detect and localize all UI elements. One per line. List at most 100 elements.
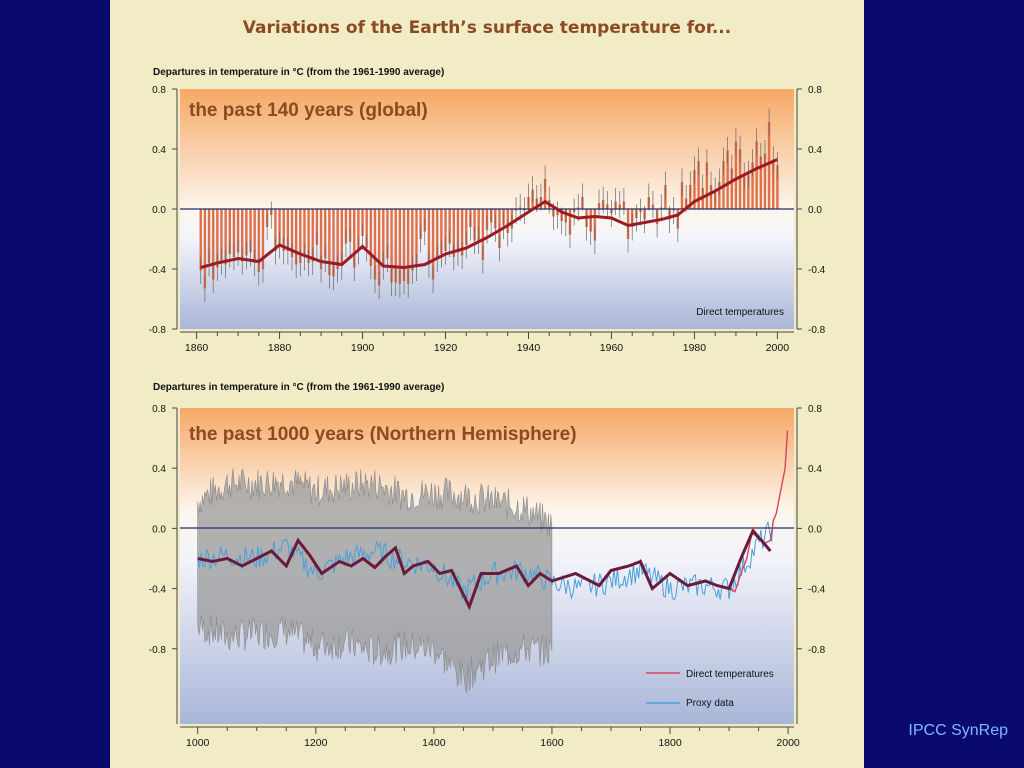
bar xyxy=(460,209,464,256)
bar xyxy=(348,209,352,242)
bar xyxy=(411,209,414,271)
x-tick-label: 1860 xyxy=(185,342,209,354)
bar xyxy=(767,122,771,209)
bar xyxy=(452,209,456,257)
y-tick-label: -0.8 xyxy=(149,325,167,336)
chart2-ylabel: Departures in temperature in °C (from th… xyxy=(153,382,444,393)
chart1-legend-direct: Direct temperatures xyxy=(696,307,784,318)
x-tick-label: 1920 xyxy=(434,342,458,354)
bar xyxy=(211,209,215,280)
chart-panel: Variations of the Earth’s surface temper… xyxy=(110,0,864,768)
bar xyxy=(253,209,256,263)
bar xyxy=(294,209,298,265)
bar xyxy=(344,209,348,244)
bar xyxy=(734,141,738,209)
bar xyxy=(465,209,468,245)
bar xyxy=(738,149,742,209)
bar xyxy=(249,209,252,253)
bar xyxy=(755,141,758,209)
bar xyxy=(299,209,302,263)
bar xyxy=(693,170,696,209)
x-tick-label: 1800 xyxy=(658,737,682,749)
bar xyxy=(307,209,310,263)
y-tick-label: 0.4 xyxy=(152,464,166,475)
x-tick-label: 2000 xyxy=(766,342,790,354)
bar xyxy=(353,209,356,268)
x-tick-label: 1900 xyxy=(351,342,375,354)
y-tick-label: 0.8 xyxy=(152,85,166,96)
chart1-ylabel: Departures in temperature in °C (from th… xyxy=(153,67,444,78)
slide-title: Variations of the Earth’s surface temper… xyxy=(242,18,732,38)
y-tick-label: 0.4 xyxy=(808,464,822,475)
y-tick-label: 0.0 xyxy=(152,524,166,535)
chart2-legend-direct-label: Direct temperatures xyxy=(686,669,774,680)
bar xyxy=(328,209,331,275)
bar xyxy=(498,209,501,248)
bar xyxy=(776,165,779,209)
bar xyxy=(440,209,443,254)
bar xyxy=(220,209,223,262)
bar xyxy=(444,209,447,251)
bar xyxy=(726,150,729,209)
y-tick-label: 0.4 xyxy=(808,145,822,156)
bar xyxy=(543,179,547,209)
bar xyxy=(340,209,343,266)
x-tick-label: 1940 xyxy=(517,342,541,354)
y-tick-label: -0.8 xyxy=(808,325,826,336)
bar xyxy=(207,209,211,263)
charts-svg: Departures in temperature in °C (from th… xyxy=(149,67,826,749)
bar xyxy=(228,209,231,254)
bar xyxy=(199,209,202,271)
x-tick-label: 2000 xyxy=(776,737,800,749)
bar xyxy=(261,209,265,269)
x-tick-label: 1980 xyxy=(683,342,707,354)
chart1-x-axis: 1860 1880 1900 1920 1940 1960 1980 2000 xyxy=(180,331,794,354)
chart2-uncertainty-band xyxy=(197,468,553,694)
y-tick-label: 0.8 xyxy=(808,85,822,96)
y-tick-label: 0.8 xyxy=(808,404,822,415)
bar xyxy=(377,209,381,286)
chart1-smoothed-line xyxy=(200,158,778,270)
y-tick-label: 0.0 xyxy=(808,524,822,535)
bar xyxy=(382,209,385,266)
chart2-direct-line xyxy=(728,430,789,593)
bar xyxy=(290,209,294,257)
bar xyxy=(448,209,451,244)
bar xyxy=(357,209,360,251)
x-tick-label: 1880 xyxy=(268,342,292,354)
bar xyxy=(232,209,236,257)
bar xyxy=(394,209,397,283)
x-tick-label: 1000 xyxy=(186,737,210,749)
bar xyxy=(245,209,248,256)
bar xyxy=(456,209,460,253)
y-tick-label: 0.0 xyxy=(152,205,166,216)
chart2-proxy-line xyxy=(197,516,776,601)
bar xyxy=(697,161,700,209)
y-tick-label: -0.4 xyxy=(149,585,167,596)
bar xyxy=(398,209,402,284)
bar xyxy=(473,209,476,241)
bar xyxy=(369,209,373,266)
bar xyxy=(274,209,277,251)
chart2-y-axis-right: 0.8 0.4 0.0 -0.4 -0.8 xyxy=(796,404,826,724)
chart2-y-axis-left: 0.8 0.4 0.0 -0.4 -0.8 xyxy=(149,404,178,724)
bar xyxy=(373,209,377,280)
bar xyxy=(730,168,733,209)
x-tick-label: 1960 xyxy=(600,342,624,354)
bar xyxy=(431,209,435,280)
y-tick-label: -0.4 xyxy=(808,265,826,276)
y-tick-label: 0.0 xyxy=(808,205,822,216)
chart1-y-axis-right: 0.8 0.4 0.0 -0.4 -0.8 xyxy=(796,85,826,336)
bar xyxy=(763,153,767,209)
bar xyxy=(216,209,219,268)
bar xyxy=(477,209,480,241)
footer-source: IPCC SynRep xyxy=(908,722,1008,739)
bar xyxy=(365,209,368,248)
chart2-smoothed-line xyxy=(197,528,772,611)
bar xyxy=(402,209,406,281)
x-tick-label: 1400 xyxy=(422,737,446,749)
y-tick-label: -0.8 xyxy=(149,645,167,656)
bar xyxy=(332,209,335,277)
bar xyxy=(319,209,323,269)
bar xyxy=(759,156,763,209)
